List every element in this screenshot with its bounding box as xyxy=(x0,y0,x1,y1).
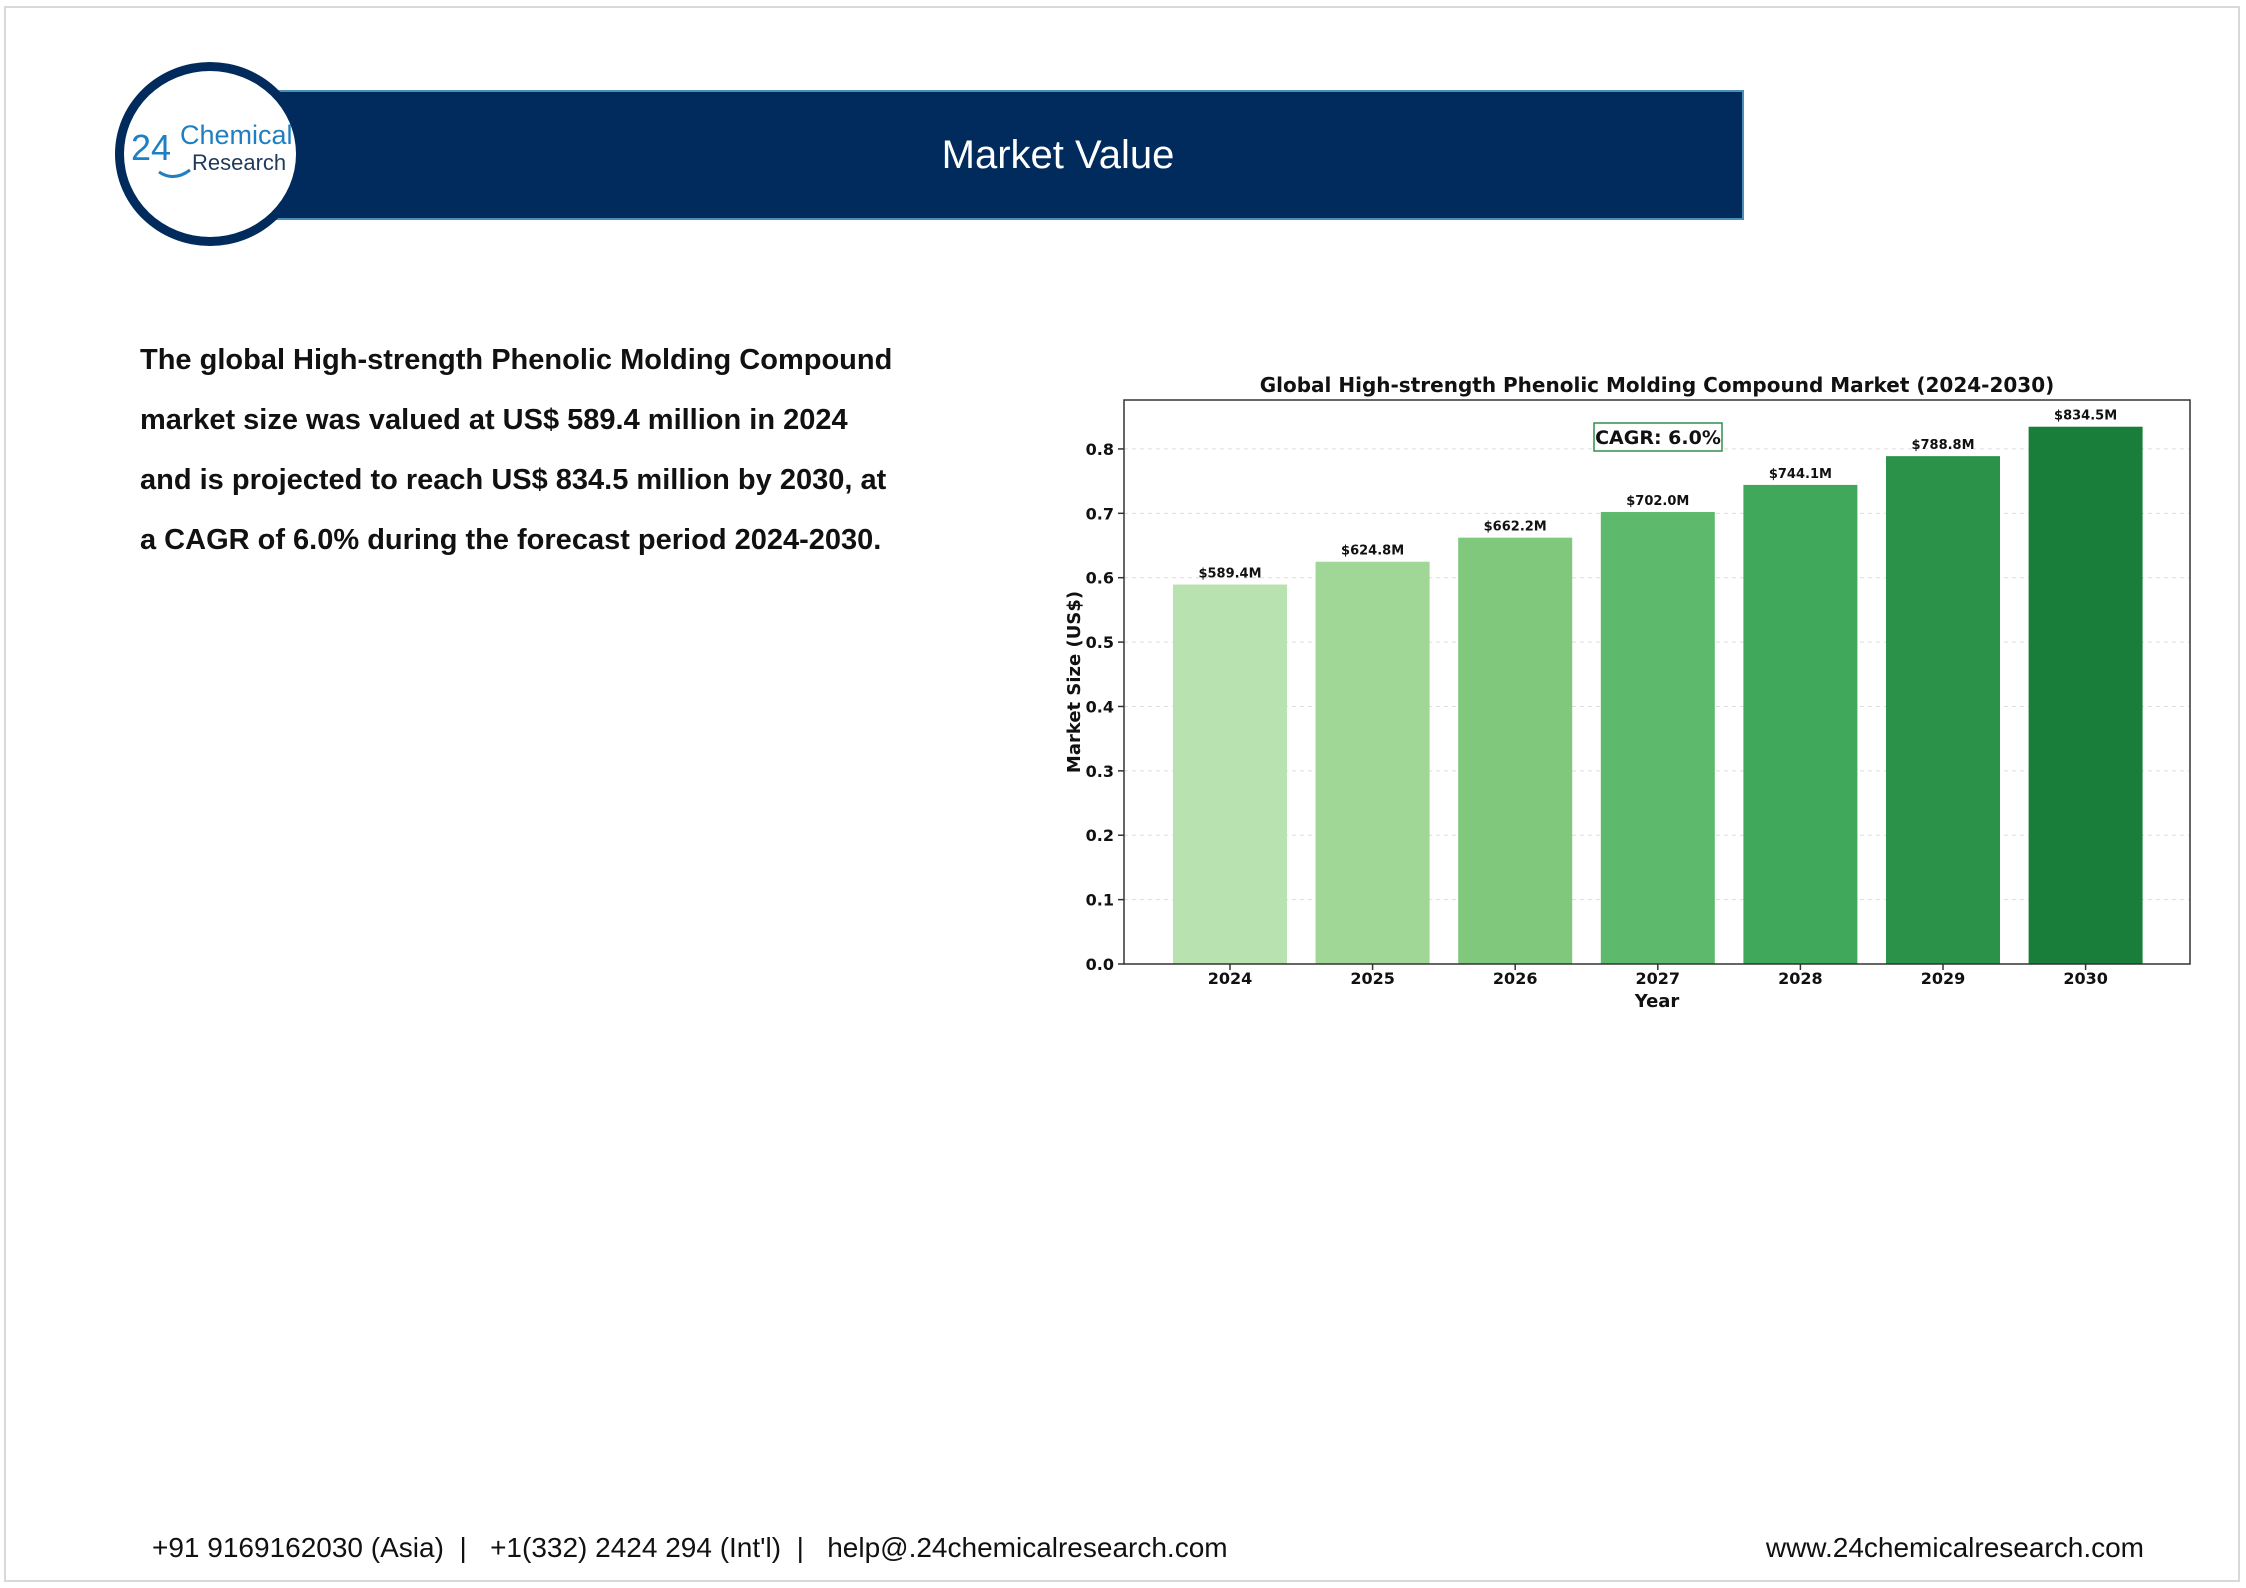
page-title: Market Value xyxy=(941,132,1175,177)
data-labels: $589.4M $624.8M $662.2M $702.0M $744.1M $788.… xyxy=(1198,409,2117,582)
bar-2029 xyxy=(1886,456,2000,964)
y-tick-label: 0.3 xyxy=(1086,762,1114,781)
data-label-2030: $834.5M xyxy=(2054,409,2117,424)
bar-2025 xyxy=(1315,561,1430,964)
data-label-2024: $589.4M xyxy=(1198,567,1261,582)
logo-line1: Chemical xyxy=(180,120,293,150)
x-tick-label: 2027 xyxy=(1636,969,1681,988)
footer-contact: +91 9169162030 (Asia) | +1(332) 2424 294… xyxy=(152,1532,1228,1563)
logo-number: 24 xyxy=(131,127,171,168)
y-tick-label: 0.7 xyxy=(1086,504,1114,523)
market-bar-chart: Global High-strength Phenolic Molding Co… xyxy=(1064,373,2191,1012)
x-tick-label: 2026 xyxy=(1493,969,1538,988)
x-tick-label: 2029 xyxy=(1921,969,1966,988)
x-tick-label: 2028 xyxy=(1778,969,1823,988)
data-label-2027: $702.0M xyxy=(1626,494,1689,509)
y-tick-label: 0.5 xyxy=(1086,633,1114,652)
market-summary: The global High-strength Phenolic Moldin… xyxy=(140,344,893,556)
data-label-2028: $744.1M xyxy=(1769,467,1832,482)
x-axis-ticks: 2024 2025 2026 2027 2028 2029 2030 xyxy=(1208,964,2108,988)
x-tick-label: 2030 xyxy=(2063,969,2108,988)
bar-2027 xyxy=(1600,512,1715,964)
cagr-annotation: CAGR: 6.0% xyxy=(1595,427,1721,449)
logo-swoosh-icon xyxy=(158,168,191,178)
bar-2030 xyxy=(2028,426,2143,964)
footer-website: www.24chemicalresearch.com xyxy=(1765,1532,2144,1563)
y-tick-label: 0.4 xyxy=(1086,697,1114,716)
page-border xyxy=(4,6,2240,1582)
y-tick-label: 0.8 xyxy=(1086,440,1114,459)
y-tick-label: 0.2 xyxy=(1086,826,1114,845)
company-logo: 24 Chemical Research xyxy=(131,120,293,178)
logo-line2: Research xyxy=(192,150,286,175)
header-banner xyxy=(258,90,1744,220)
chart-title: Global High-strength Phenolic Molding Co… xyxy=(1260,373,2055,397)
bar-2028 xyxy=(1743,484,1858,964)
y-axis-label: Market Size (US$) xyxy=(1064,591,1085,773)
bars xyxy=(1173,426,2143,964)
bar-2026 xyxy=(1458,537,1573,964)
data-label-2025: $624.8M xyxy=(1341,544,1404,559)
x-tick-label: 2024 xyxy=(1208,969,1253,988)
y-axis-ticks: 0.0 0.1 0.2 0.3 0.4 0.5 0.6 0.7 0.8 xyxy=(1086,440,1124,974)
logo-circle xyxy=(115,62,305,246)
plot-frame xyxy=(1123,399,2191,965)
cagr-box xyxy=(1593,422,1723,452)
y-tick-label: 0.1 xyxy=(1086,891,1114,910)
y-tick-label: 0.0 xyxy=(1086,955,1114,974)
x-tick-label: 2025 xyxy=(1350,969,1395,988)
x-axis-label: Year xyxy=(1634,991,1680,1012)
y-tick-label: 0.6 xyxy=(1086,569,1114,588)
data-label-2026: $662.2M xyxy=(1484,520,1547,535)
data-label-2029: $788.8M xyxy=(1911,438,1974,453)
bar-2024 xyxy=(1173,584,1287,964)
